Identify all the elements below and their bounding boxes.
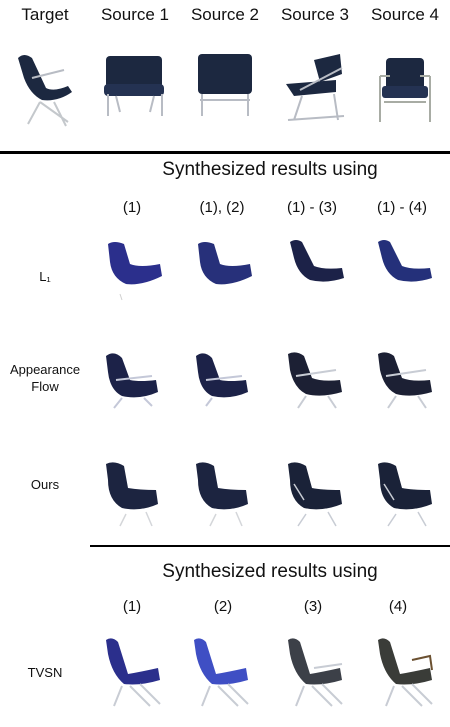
ours-result-1-image — [106, 462, 158, 527]
row-label-tvsn: TVSN — [27, 665, 63, 680]
section2-col-1: (1) — [122, 598, 142, 615]
header-target: Target — [21, 5, 69, 24]
appearance-flow-result-3-image — [288, 352, 342, 409]
header-source-2: Source 2 — [190, 5, 260, 24]
thick-divider — [0, 151, 450, 154]
section1-col-2: (1), (2) — [199, 199, 245, 216]
tvsn-result-3-image — [288, 638, 343, 707]
l1-result-3-image — [290, 240, 344, 282]
ours-result-4-image — [378, 462, 432, 527]
source-1-chair-image — [104, 56, 164, 116]
tvsn-result-1-image — [106, 638, 161, 707]
section2-col-2: (2) — [213, 598, 233, 615]
ours-result-3-image — [288, 462, 342, 527]
section1-title: Synthesized results using — [162, 159, 378, 180]
l1-result-2-image — [198, 242, 252, 285]
source-3-chair-image — [286, 54, 345, 121]
tvsn-result-4-image — [378, 638, 433, 707]
section2-col-4: (4) — [388, 598, 408, 615]
l1-result-1-image — [108, 242, 162, 301]
appearance-flow-result-4-image — [378, 352, 432, 409]
l1-result-4-image — [378, 240, 432, 282]
row-label-l1: L₁ — [39, 269, 51, 284]
section2-col-3: (3) — [303, 598, 323, 615]
section2-title: Synthesized results using — [162, 561, 378, 582]
section1-col-1: (1) — [122, 199, 142, 216]
source-4-chair-image — [379, 58, 431, 122]
thin-divider — [90, 545, 450, 547]
source-2-chair-image — [198, 54, 252, 116]
ours-result-2-image — [196, 462, 248, 527]
row-label-appearance-flow: Appearance Flow — [9, 362, 81, 394]
header-source-3: Source 3 — [280, 5, 350, 24]
header-source-4: Source 4 — [370, 5, 440, 24]
header-source-1: Source 1 — [100, 5, 170, 24]
section1-col-3: (1) - (3) — [287, 199, 337, 216]
tvsn-result-2-image — [194, 638, 249, 707]
target-chair-image — [18, 55, 72, 127]
appearance-flow-result-2-image — [196, 353, 248, 407]
appearance-flow-result-1-image — [106, 353, 158, 409]
section1-col-4: (1) - (4) — [377, 199, 427, 216]
row-label-ours: Ours — [30, 477, 60, 492]
